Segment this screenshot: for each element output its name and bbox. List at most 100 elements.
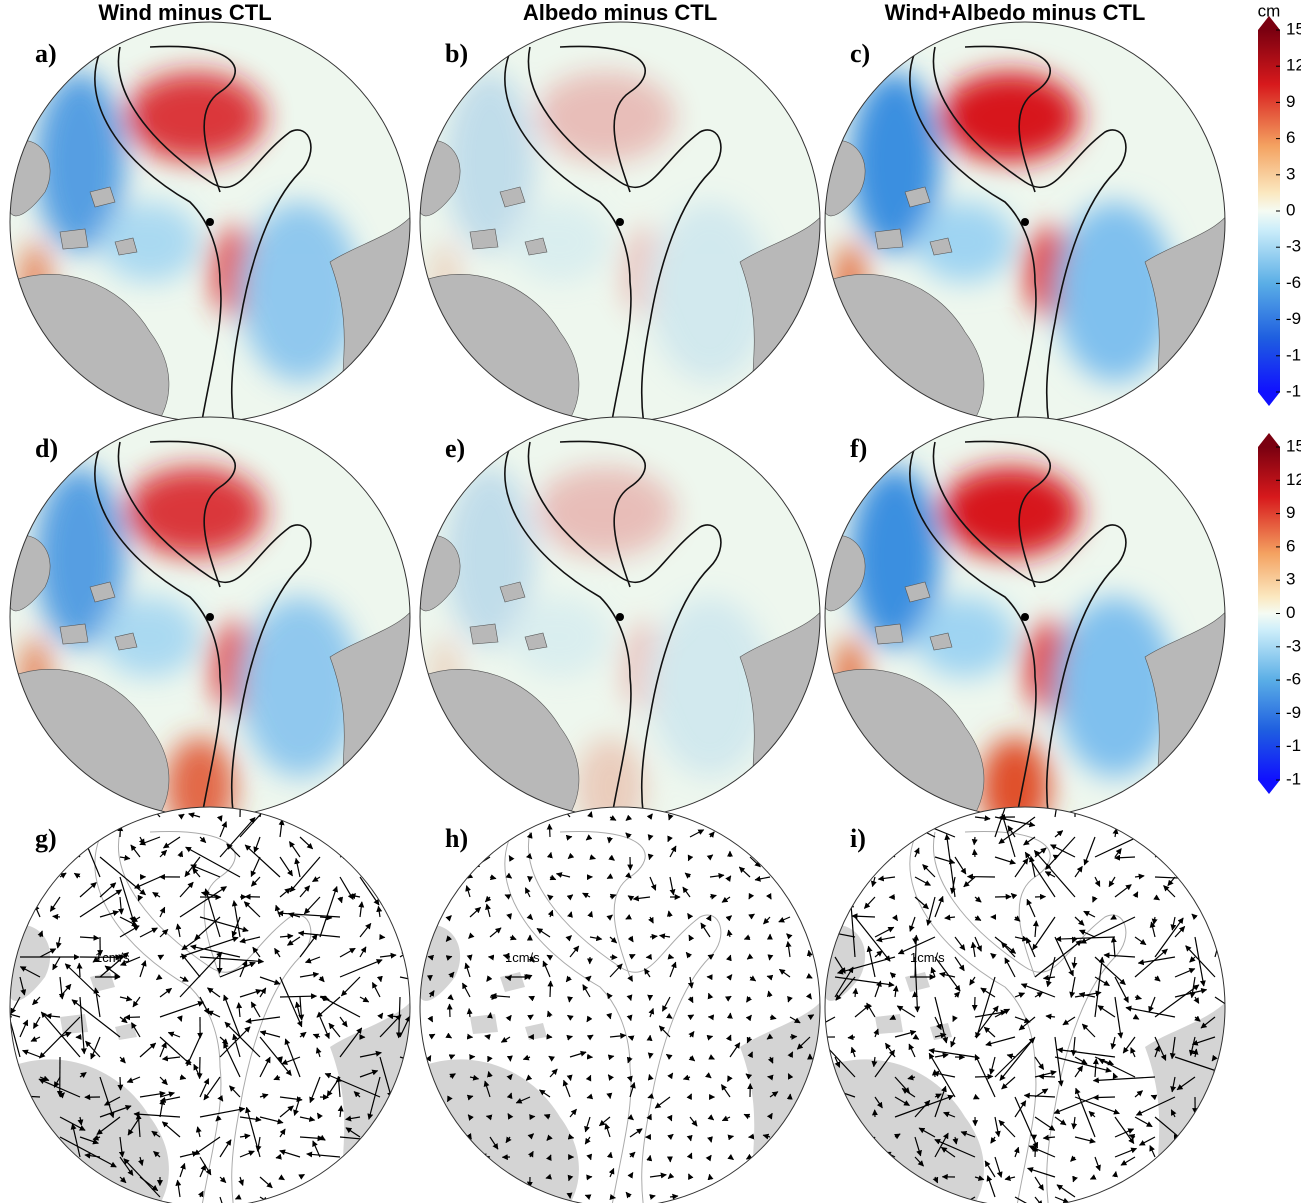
vector-arrow xyxy=(725,915,732,922)
contour xyxy=(149,830,236,978)
vector-arrow xyxy=(866,945,876,978)
vector-arrow xyxy=(1030,1134,1038,1141)
vector-arrow xyxy=(884,1042,896,1058)
vector-arrow xyxy=(667,1072,674,1080)
panel-label: d) xyxy=(35,434,58,463)
vector-arrow xyxy=(299,1116,316,1122)
vector-arrow xyxy=(199,1164,206,1178)
vector-arrow xyxy=(139,1090,166,1098)
vector-arrow xyxy=(1023,1092,1056,1099)
vector-arrow xyxy=(587,811,593,818)
vector-arrow xyxy=(1092,1076,1156,1084)
vector-arrow xyxy=(176,1015,183,1022)
vector-arrow xyxy=(96,1116,121,1135)
vector-arrow xyxy=(167,1031,181,1038)
contour xyxy=(527,441,722,817)
vector-arrow xyxy=(743,934,751,941)
vector-arrow xyxy=(648,916,654,924)
vector-arrow xyxy=(73,872,81,879)
vector-arrow xyxy=(974,936,982,952)
vector-arrow xyxy=(179,886,227,918)
vector-arrow xyxy=(647,834,654,841)
vector-arrow xyxy=(427,1015,434,1023)
vector-arrow xyxy=(1070,1036,1077,1057)
vector-arrow xyxy=(223,994,241,1038)
vector-arrow xyxy=(505,1136,512,1144)
vector-arrow xyxy=(688,1173,694,1181)
colorbar-tick-label: 3 xyxy=(1286,164,1295,183)
vector-arrow xyxy=(707,1114,715,1121)
vector-arrow xyxy=(377,1012,384,1020)
vector-arrow xyxy=(193,1063,201,1078)
vector-arrow xyxy=(487,1055,493,1063)
contour xyxy=(504,51,632,422)
vector-arrow xyxy=(1114,1128,1135,1138)
vector-arrow xyxy=(231,900,241,938)
vector-arrow xyxy=(749,856,761,868)
vector-arrow xyxy=(879,843,896,858)
vector-arrow xyxy=(159,1041,167,1058)
vector-arrow xyxy=(834,1056,841,1068)
vector-arrow xyxy=(1018,1016,1036,1031)
scale-label: 1cm/s xyxy=(505,950,540,965)
vector-arrow xyxy=(1081,1023,1096,1038)
map-border xyxy=(419,806,821,1203)
vector-arrow xyxy=(665,1053,673,1061)
vector-arrow xyxy=(93,987,101,1018)
vector-arrow xyxy=(379,1056,393,1099)
vector-arrow xyxy=(1050,844,1076,858)
vector-arrow xyxy=(304,956,321,964)
vector-arrow xyxy=(1071,956,1078,969)
vector-arrow xyxy=(119,1016,128,1024)
vector-arrow xyxy=(238,1176,244,1186)
pole xyxy=(616,613,624,621)
panel-label: g) xyxy=(35,824,57,853)
vector-arrow xyxy=(932,1176,939,1184)
vector-arrow xyxy=(649,1172,667,1179)
vector-arrow xyxy=(1074,1056,1088,1065)
vector-arrow xyxy=(721,896,731,903)
vector-arrow xyxy=(197,1190,204,1198)
vector-arrow xyxy=(234,1194,242,1200)
map-content xyxy=(825,417,1225,817)
vector-arrow xyxy=(1054,807,1062,818)
colorbar-tick-label: 0 xyxy=(1286,200,1295,219)
vector-arrow xyxy=(582,892,591,899)
vector-arrow xyxy=(584,1136,591,1145)
vector-arrow xyxy=(688,1030,695,1038)
vector-arrow xyxy=(1028,855,1036,878)
vector-arrow xyxy=(901,1087,916,1098)
vector-arrow xyxy=(746,1036,753,1044)
vector-arrow xyxy=(934,1138,976,1158)
vector-arrow xyxy=(950,1036,956,1048)
vector-arrow xyxy=(186,1036,201,1067)
vector-arrow xyxy=(569,1108,577,1118)
vector-arrow xyxy=(954,936,966,951)
vector-arrow xyxy=(562,1079,571,1098)
vector-arrow xyxy=(1034,940,1082,978)
vector-arrow xyxy=(807,1014,815,1021)
vector-arrow xyxy=(688,934,695,942)
vector-arrow xyxy=(294,1001,301,1018)
vector-arrow xyxy=(1138,1136,1156,1146)
contour xyxy=(909,836,1037,1203)
vector-arrow xyxy=(754,875,771,882)
vector-arrow xyxy=(1092,895,1098,903)
vector-arrow xyxy=(953,991,961,998)
vector-arrow xyxy=(359,1050,382,1058)
pole xyxy=(1021,613,1029,621)
vector-arrow xyxy=(649,933,658,940)
vector-arrow xyxy=(277,1056,283,1063)
vector-arrow xyxy=(527,1014,534,1021)
vector-arrow xyxy=(984,1160,996,1178)
vector-arrow xyxy=(99,1076,115,1119)
vector-arrow xyxy=(245,1106,261,1158)
vector-arrow xyxy=(983,1026,996,1038)
panel-label: f) xyxy=(850,434,867,463)
vector-arrow xyxy=(607,1054,615,1061)
vector-arrow xyxy=(1194,936,1206,987)
vector-arrow xyxy=(847,1034,856,1041)
vector-arrow xyxy=(908,1043,916,1058)
vector-arrow xyxy=(159,1000,205,1018)
colorbar xyxy=(1258,30,1280,392)
